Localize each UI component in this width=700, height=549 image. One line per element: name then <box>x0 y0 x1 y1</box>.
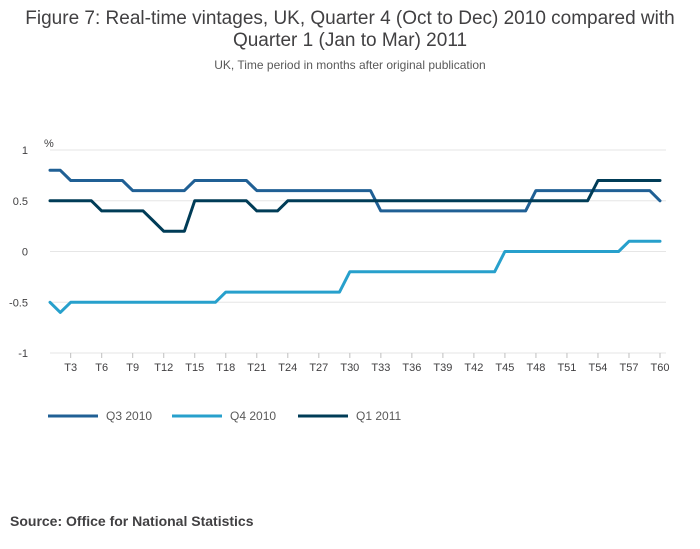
chart-title-line-2: Quarter 1 (Jan to Mar) 2011 <box>232 30 468 51</box>
x-tick-label: T30 <box>340 362 359 374</box>
legend-label: Q3 2010 <box>106 409 152 423</box>
y-tick-label: 0.5 <box>13 196 28 208</box>
x-tick-label: T21 <box>247 362 266 374</box>
chart-subtitle: UK, Time period in months after original… <box>214 58 486 72</box>
x-tick-label: T12 <box>154 362 173 374</box>
y-tick-label: -1 <box>18 348 28 360</box>
x-tick-label: T15 <box>185 362 204 374</box>
x-tick-label: T45 <box>495 362 514 374</box>
x-tick-label: T24 <box>278 362 297 374</box>
legend-label: Q4 2010 <box>230 409 276 423</box>
x-tick-label: T9 <box>126 362 139 374</box>
x-tick-label: T51 <box>557 362 576 374</box>
y-tick-label: 1 <box>22 145 28 157</box>
x-tick-label: T27 <box>309 362 328 374</box>
x-tick-label: T39 <box>433 362 452 374</box>
x-tick-label: T18 <box>216 362 235 374</box>
x-tick-label: T57 <box>619 362 638 374</box>
x-tick-label: T60 <box>651 362 670 374</box>
y-tick-label: -0.5 <box>9 297 28 309</box>
x-tick-label: T33 <box>371 362 390 374</box>
legend-label: Q1 2011 <box>356 409 401 423</box>
source-note: Source: Office for National Statistics <box>10 513 254 529</box>
chart-title-line-1: Figure 7: Real-time vintages, UK, Quarte… <box>25 8 675 29</box>
x-tick-label: T6 <box>95 362 108 374</box>
x-tick-label: T54 <box>588 362 607 374</box>
y-tick-label: 0 <box>22 247 28 259</box>
y-axis-unit-label: % <box>44 138 54 150</box>
series-line-q4-2010 <box>48 239 662 314</box>
x-tick-label: T36 <box>402 362 421 374</box>
x-tick-label: T3 <box>64 362 77 374</box>
chart-title: Figure 7: Real-time vintages, UK, Quarte… <box>0 8 700 52</box>
x-tick-label: T42 <box>464 362 483 374</box>
x-tick-label: T48 <box>526 362 545 374</box>
series-line-q1-2011 <box>48 179 662 233</box>
series-line-q3-2010 <box>48 168 662 213</box>
